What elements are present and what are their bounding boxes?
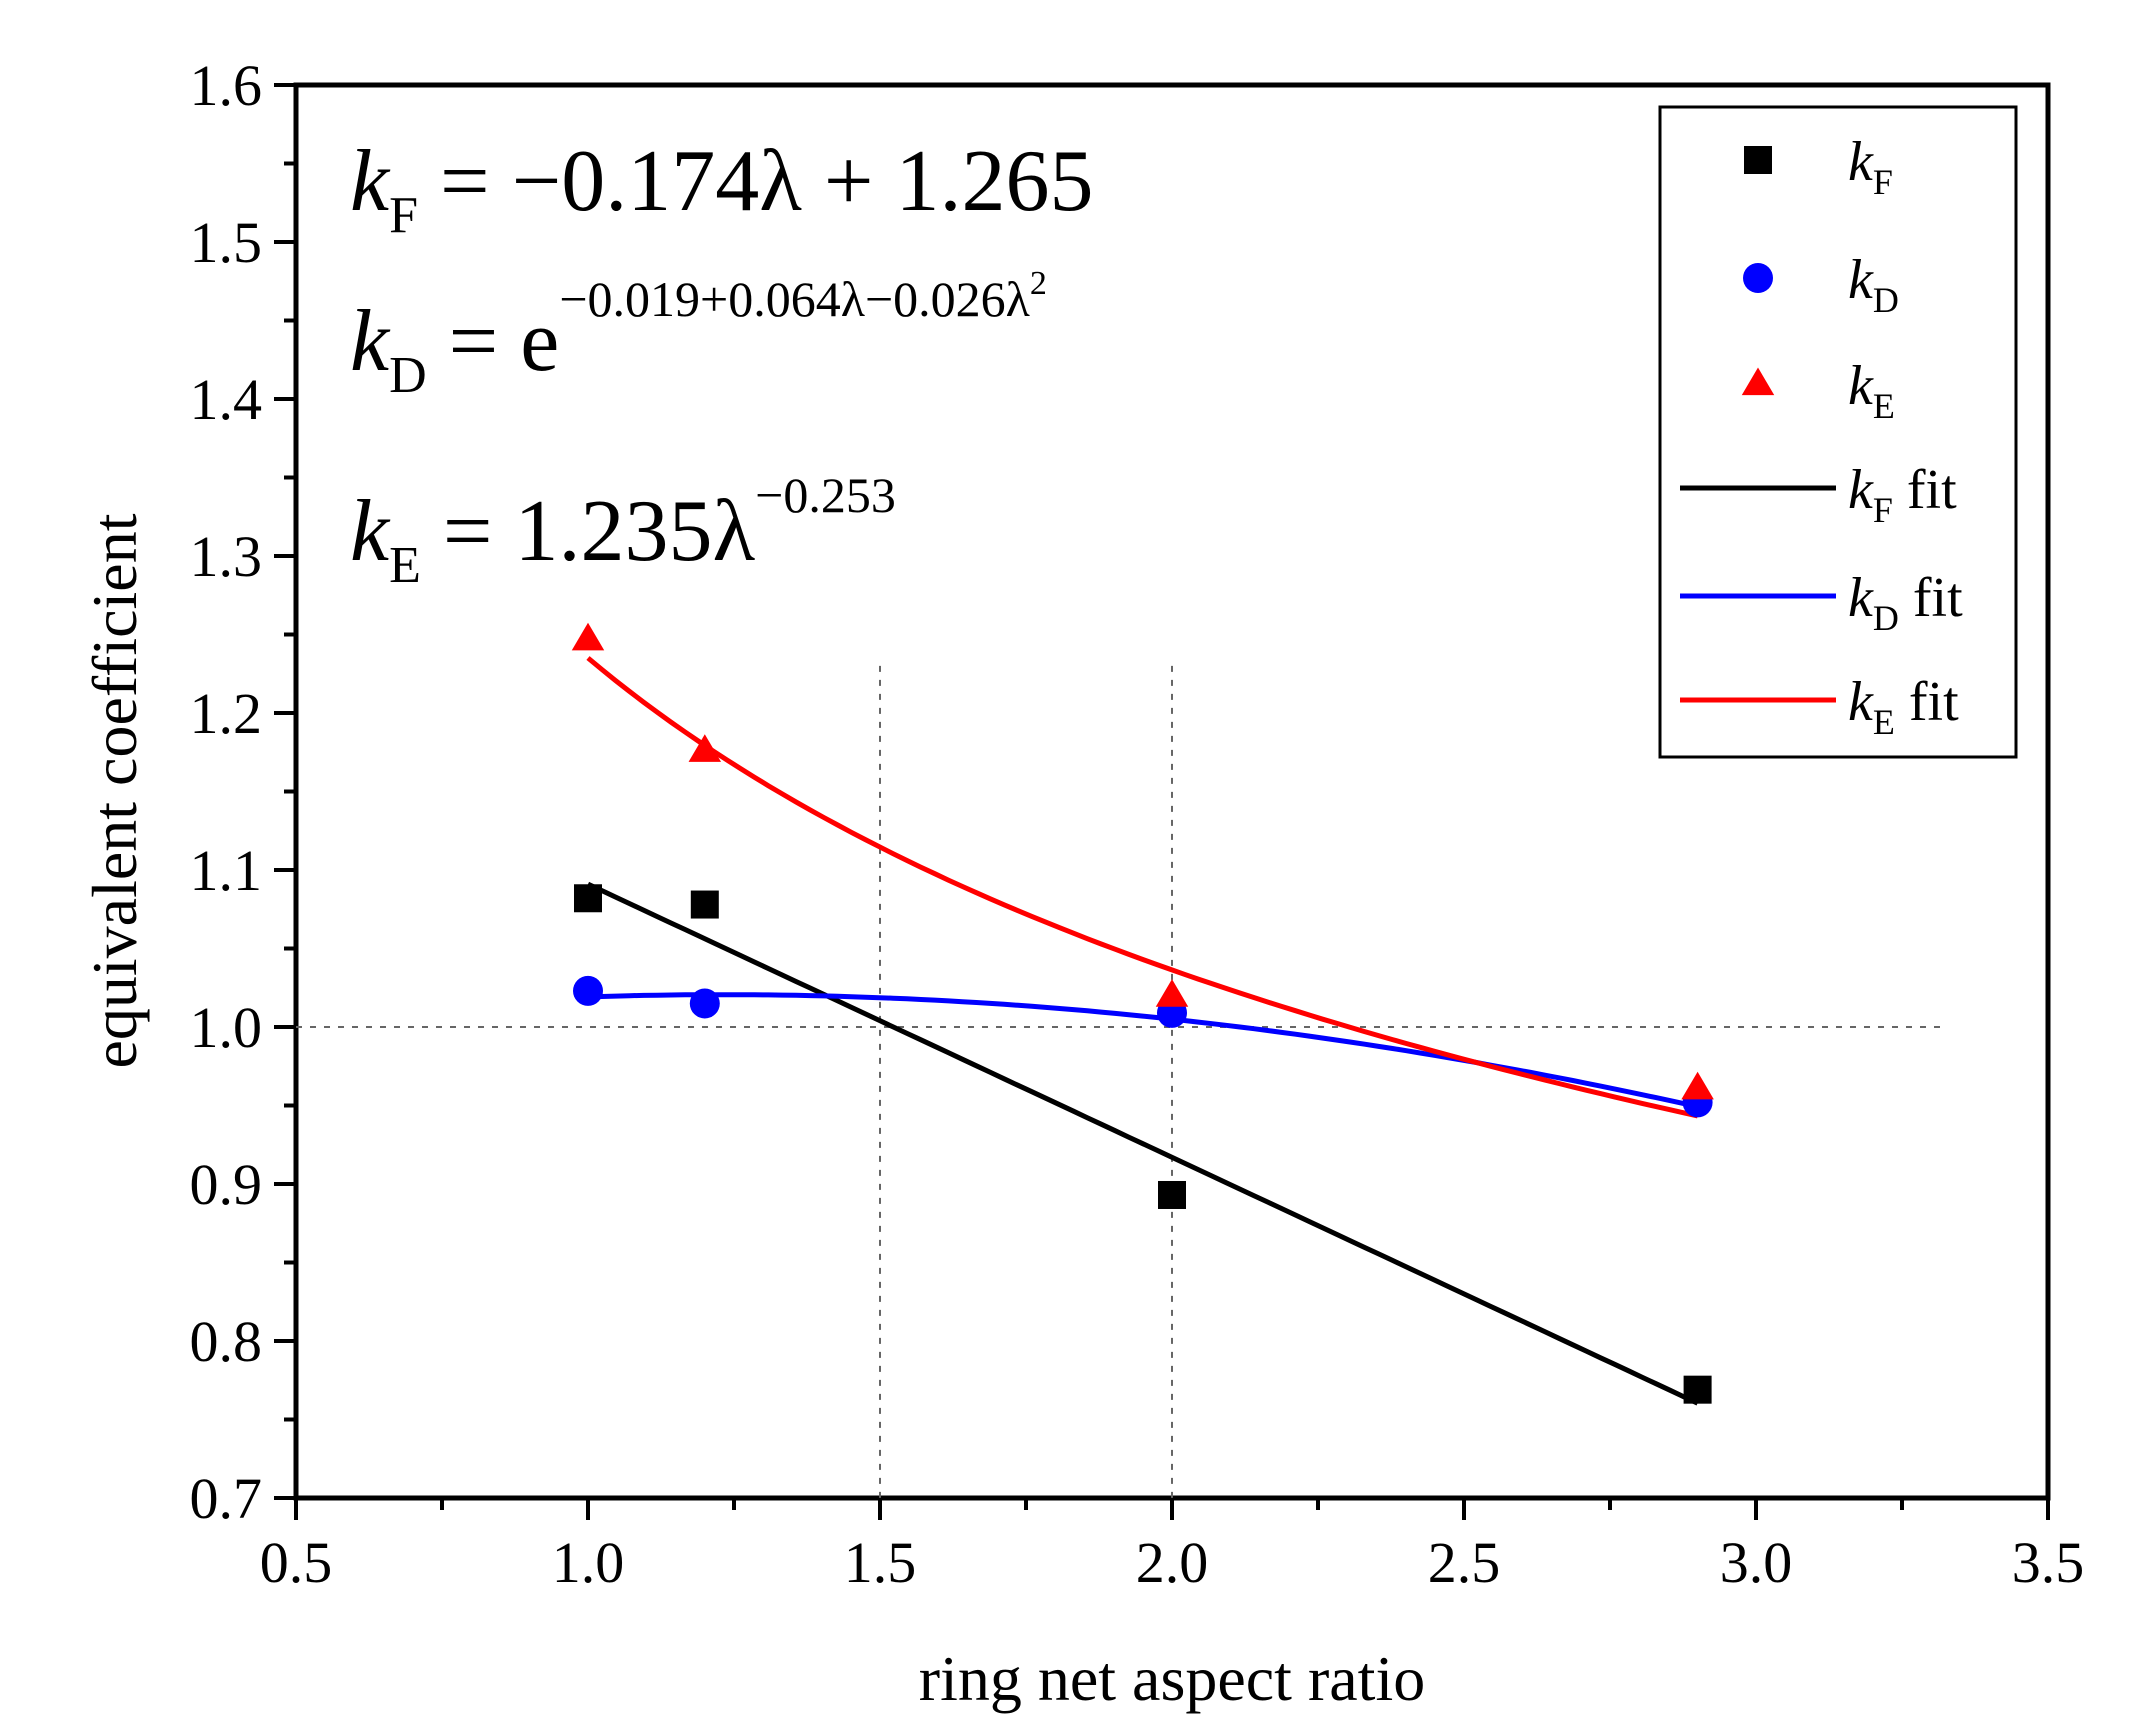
y-tick-label: 1.6 <box>190 53 263 118</box>
x-tick-label: 1.0 <box>552 1530 625 1595</box>
legend-label-kE-fit: kE fit <box>1848 671 1959 742</box>
x-tick-label: 2.5 <box>1428 1530 1501 1595</box>
y-tick-label: 0.7 <box>190 1466 263 1531</box>
x-tick-label: 3.0 <box>1720 1530 1793 1595</box>
legend-marker-kE <box>1741 367 1775 396</box>
data-points <box>571 622 1714 1404</box>
legend-label-kE: kE <box>1848 355 1895 426</box>
equation-kD: kD = e−0.019+0.064λ−0.026λ2 <box>350 265 1047 404</box>
legend: kF kD kE kF fit kD fit kE fit <box>1658 105 2018 759</box>
x-tick-label: 2.0 <box>1136 1530 1209 1595</box>
y-tick-label: 0.9 <box>190 1152 263 1217</box>
y-tick-label: 1.3 <box>190 524 263 589</box>
x-axis-title: ring net aspect ratio <box>919 1643 1425 1714</box>
x-tick-label: 3.5 <box>2012 1530 2085 1595</box>
legend-marker-kD <box>1743 263 1773 293</box>
data-point-kD <box>689 988 720 1019</box>
equation-kE: kE = 1.235λ−0.253 <box>350 467 896 594</box>
legend-box <box>1658 105 2018 759</box>
reference-lines <box>296 665 1943 1498</box>
data-point-kE <box>571 622 605 651</box>
fit-line-kF-fit <box>586 881 1699 1406</box>
tick-labels: 0.5 1.0 1.5 2.0 2.5 3.0 3.5 0.7 0.8 0.9 1.0 1.1 1.2 1… <box>190 53 2085 1595</box>
axis-ticks <box>274 83 2050 1520</box>
legend-marker-kF <box>1744 146 1772 174</box>
legend-items: kF kD kE kF fit kD fit kE fit <box>1680 131 1963 742</box>
equations: kF = −0.174λ + 1.265 kD = e−0.019+0.064λ−0… <box>350 133 1094 594</box>
legend-label-kF-fit: kF fit <box>1848 459 1957 530</box>
data-point-kF <box>1683 1375 1712 1404</box>
y-tick-label: 1.0 <box>190 995 263 1060</box>
legend-label-kF: kF <box>1848 131 1893 202</box>
y-tick-label: 0.8 <box>190 1309 263 1374</box>
data-point-kE <box>688 734 722 762</box>
legend-label-kD: kD <box>1848 249 1899 320</box>
y-tick-label: 1.1 <box>190 838 263 903</box>
x-tick-label: 1.5 <box>844 1530 917 1595</box>
data-point-kF <box>574 884 602 913</box>
fit-line-kE-fit <box>586 656 1699 1119</box>
data-point-kF <box>1158 1180 1186 1209</box>
equation-kF: kF = −0.174λ + 1.265 <box>350 133 1094 244</box>
legend-label-kD-fit: kD fit <box>1848 567 1963 638</box>
data-point-kE <box>1155 979 1189 1007</box>
y-tick-label: 1.4 <box>190 367 263 432</box>
y-axis-title: equivalent coefficient <box>79 513 150 1068</box>
data-point-kE <box>1681 1071 1714 1100</box>
x-tick-label: 0.5 <box>260 1530 333 1595</box>
data-point-kF <box>690 890 719 919</box>
y-tick-label: 1.5 <box>190 210 263 275</box>
fit-line-kD-fit <box>587 992 1699 1110</box>
data-point-kD <box>573 975 603 1006</box>
y-tick-label: 1.2 <box>190 681 263 746</box>
fit-curves <box>586 656 1699 1406</box>
